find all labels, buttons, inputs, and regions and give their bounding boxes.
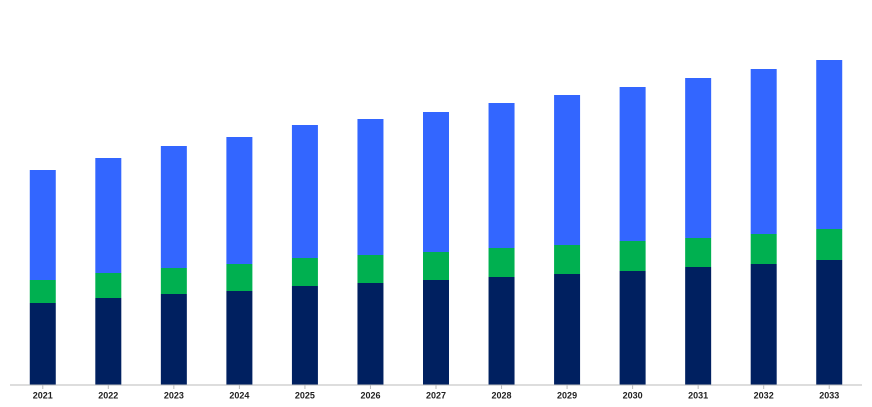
bar-segment — [488, 277, 515, 385]
bar-segment — [554, 95, 581, 245]
x-tick-label: 2030 — [623, 390, 643, 400]
bar-segment — [619, 241, 646, 271]
bar-segment — [160, 268, 187, 294]
bar-segment — [29, 303, 56, 385]
x-tick-label: 2028 — [492, 390, 512, 400]
x-tick-label: 2032 — [754, 390, 774, 400]
bar-segment — [95, 158, 122, 273]
bar-segment — [423, 280, 449, 385]
bar-segment — [619, 87, 646, 241]
bar-segment — [488, 103, 515, 248]
x-tick-label: 2024 — [229, 390, 249, 400]
x-tick-label: 2033 — [819, 390, 839, 400]
x-tick-label: 2031 — [688, 390, 708, 400]
bar-segment — [95, 298, 122, 385]
x-tick-label: 2027 — [426, 390, 446, 400]
bar-segment — [291, 286, 318, 385]
bar-segment — [685, 78, 712, 238]
bar-segment — [750, 234, 777, 264]
bar-segment — [816, 60, 843, 229]
x-tick-label: 2029 — [557, 390, 577, 400]
bar-segment — [357, 119, 384, 255]
x-tick-label: 2025 — [295, 390, 315, 400]
x-tick-label: 2021 — [33, 390, 53, 400]
bar-segment — [619, 271, 646, 385]
bar-segment — [816, 229, 843, 260]
bar-segment — [29, 170, 56, 280]
bar-segment — [29, 280, 56, 303]
bar-segment — [488, 248, 515, 277]
bar-segment — [554, 245, 581, 274]
bar-segment — [160, 146, 187, 268]
bar-segment — [95, 273, 122, 298]
bar-segment — [750, 264, 777, 385]
bar-segment — [160, 294, 187, 385]
x-tick-label: 2023 — [164, 390, 184, 400]
bar-segment — [226, 291, 253, 385]
bar-segment — [685, 267, 712, 385]
bar-segment — [291, 258, 318, 286]
bar-segment — [226, 264, 253, 291]
bar-segment — [750, 69, 777, 234]
x-tick-label: 2022 — [98, 390, 118, 400]
bar-segment — [357, 283, 384, 385]
x-tick-label: 2026 — [360, 390, 380, 400]
bar-segment — [423, 112, 449, 252]
bar-segment — [685, 238, 712, 267]
bar-segment — [554, 274, 581, 385]
bar-segment — [816, 260, 843, 385]
bar-segment — [226, 137, 253, 264]
bar-segment — [291, 125, 318, 258]
bar-segment — [357, 255, 384, 283]
bar-segment — [423, 252, 449, 280]
